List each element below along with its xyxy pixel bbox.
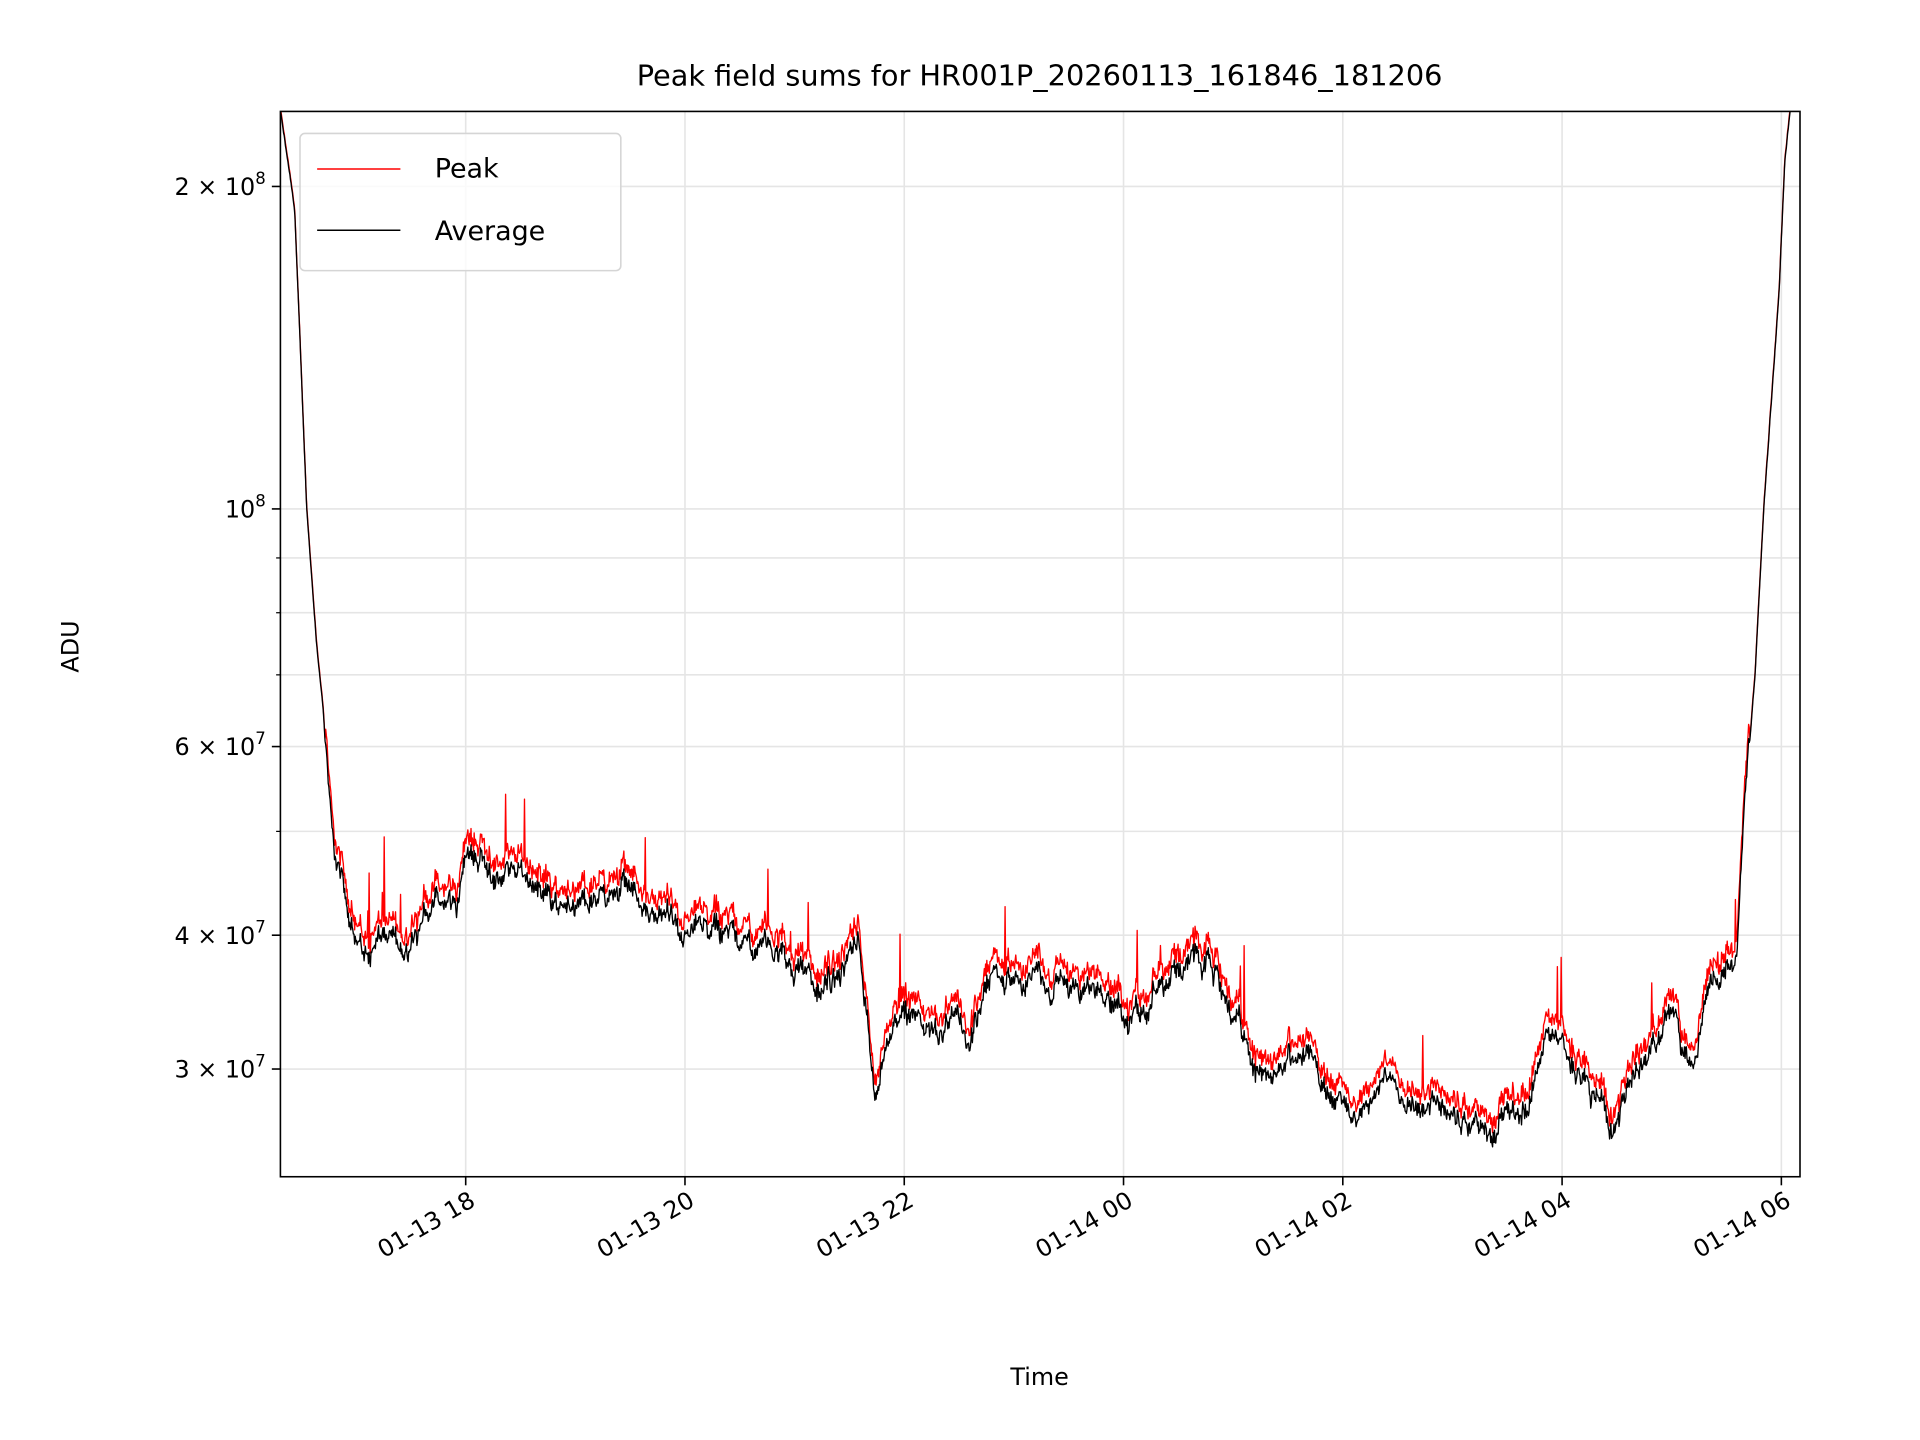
- chart-title: Peak field sums for HR001P_20260113_1618…: [637, 59, 1443, 93]
- y-axis-label: ADU: [56, 620, 84, 672]
- x-axis-label: Time: [1009, 1363, 1068, 1391]
- y-axis: 2 × 108 108 6 × 107 4 × 107 3 × 107: [174, 169, 281, 1084]
- series-average-line: [280, 111, 1791, 1148]
- legend-box: [299, 132, 622, 272]
- legend-average-label: Average: [435, 216, 546, 247]
- series-peak-line: [280, 111, 1791, 1134]
- y-tick-label: 4 × 107: [174, 918, 265, 950]
- y-tick-label: 108: [225, 491, 266, 523]
- legend-peak-label: Peak: [435, 154, 499, 185]
- legend: Peak Average: [299, 132, 622, 272]
- plot-frame: [279, 110, 1801, 1178]
- y-tick-label: 6 × 107: [174, 729, 265, 761]
- y-tick-label: 2 × 108: [174, 169, 265, 201]
- y-tick-label: 3 × 107: [174, 1052, 265, 1084]
